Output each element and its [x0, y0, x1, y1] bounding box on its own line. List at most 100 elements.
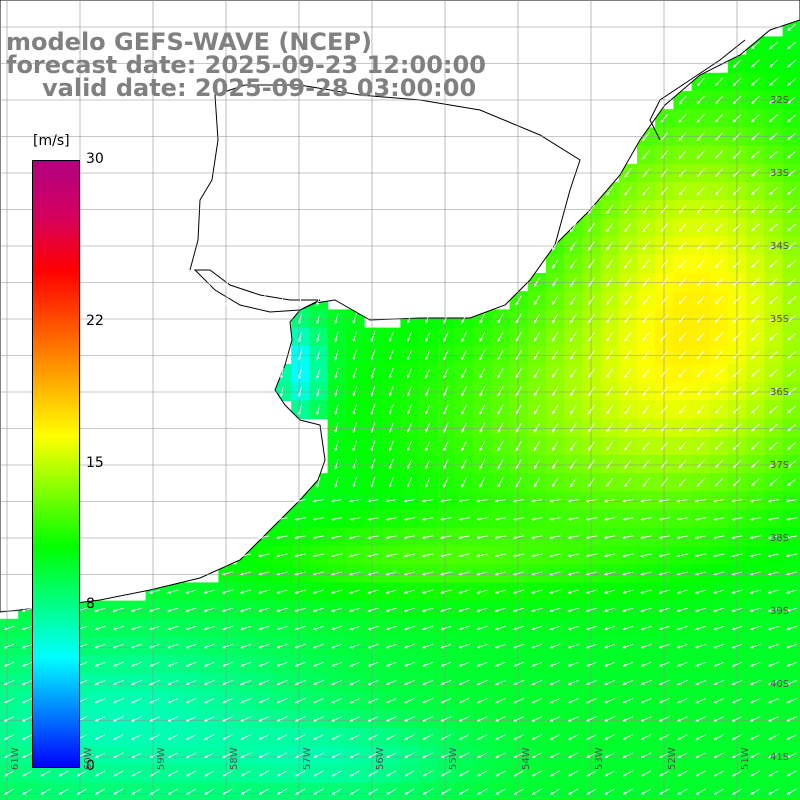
field-cell — [564, 418, 583, 438]
field-cell — [527, 746, 547, 765]
wind-arrow — [551, 277, 559, 287]
field-cell — [509, 455, 529, 474]
field-cell — [728, 109, 747, 128]
wind-arrow — [660, 150, 669, 160]
field-cell — [673, 254, 693, 274]
wind-arrow — [714, 95, 723, 105]
wind-arrow — [660, 259, 669, 269]
field-cell — [673, 418, 693, 438]
field-cell — [709, 345, 729, 365]
field-cell — [764, 91, 784, 110]
wind-arrow — [207, 258, 211, 270]
colorbar-tick-label: 15 — [86, 454, 104, 471]
field-cell — [473, 345, 492, 365]
wind-arrow — [678, 132, 687, 141]
wind-arrow — [588, 259, 595, 269]
field-cell — [600, 364, 620, 383]
field-cell — [400, 728, 420, 747]
field-cell — [182, 728, 201, 747]
field-cell — [473, 473, 492, 492]
field-cell — [491, 436, 511, 456]
wind-arrow — [714, 205, 723, 214]
wind-arrow — [569, 295, 577, 306]
field-cell — [145, 728, 165, 747]
field-cell — [746, 145, 765, 165]
field-cell — [200, 764, 219, 784]
field-cell — [655, 455, 674, 474]
wind-arrow — [751, 41, 760, 50]
wind-arrow — [696, 150, 705, 160]
field-cell — [728, 54, 747, 74]
field-cell — [746, 364, 765, 383]
field-cell — [637, 364, 656, 383]
field-cell — [637, 473, 656, 492]
wind-arrow — [751, 296, 760, 305]
field-cell — [491, 400, 511, 420]
wind-arrow — [696, 95, 705, 105]
field-cell — [582, 291, 602, 310]
field-cell — [655, 436, 674, 456]
longitude-label: 61W — [10, 747, 21, 770]
wind-arrow — [642, 131, 650, 142]
field-cell — [764, 218, 784, 238]
field-cell — [582, 364, 602, 383]
field-cell — [509, 418, 529, 438]
field-cell — [600, 455, 620, 474]
field-cell — [728, 91, 747, 110]
field-cell — [673, 728, 693, 747]
wind-arrow — [461, 313, 467, 324]
field-cell — [746, 345, 765, 365]
wind-arrow — [588, 277, 595, 287]
wind-vectors — [3, 23, 798, 795]
wind-arrow — [787, 223, 797, 232]
field-cell — [655, 254, 674, 274]
field-cell — [582, 345, 602, 365]
field-cell — [637, 291, 656, 310]
field-cell — [309, 728, 329, 747]
field-cell — [728, 345, 747, 365]
field-cell — [746, 728, 765, 747]
field-cell — [673, 109, 693, 128]
field-cell — [764, 764, 784, 784]
wind-arrow — [751, 241, 760, 250]
wind-arrow — [732, 259, 742, 269]
field-cell — [673, 145, 693, 165]
field-cell — [546, 254, 565, 274]
wind-arrow — [732, 223, 742, 232]
latitude-label: 33S — [770, 168, 790, 179]
wind-arrow — [714, 223, 723, 232]
field-cell — [418, 728, 438, 747]
field-cell — [618, 254, 638, 274]
wind-arrow — [787, 296, 797, 305]
wind-arrow — [225, 294, 229, 307]
wind-arrow — [696, 132, 705, 141]
field-cell — [764, 327, 784, 347]
field-cell — [728, 218, 747, 238]
field-cell — [764, 254, 784, 274]
field-cell — [764, 728, 784, 747]
field-cell — [0, 746, 19, 765]
wind-arrow — [588, 240, 595, 251]
field-cell — [600, 400, 620, 420]
field-cell — [764, 382, 784, 401]
wind-arrow — [660, 168, 669, 178]
field-cell — [637, 728, 656, 747]
field-cell — [527, 436, 547, 456]
field-cell — [291, 764, 310, 784]
field-cell — [436, 728, 456, 747]
field-cell — [309, 764, 329, 784]
field-cell — [637, 418, 656, 438]
field-cell — [709, 436, 729, 456]
field-cell — [709, 72, 729, 92]
field-cell — [509, 473, 529, 492]
wind-arrow — [714, 114, 723, 123]
field-cell — [673, 91, 693, 110]
wind-arrow — [678, 168, 687, 178]
field-cell — [527, 764, 547, 784]
field-cell — [691, 455, 711, 474]
field-cell — [582, 436, 602, 456]
field-cell — [728, 455, 747, 474]
wind-arrow — [751, 59, 760, 68]
field-cell — [564, 291, 583, 310]
latitude-label: 39S — [770, 606, 790, 617]
